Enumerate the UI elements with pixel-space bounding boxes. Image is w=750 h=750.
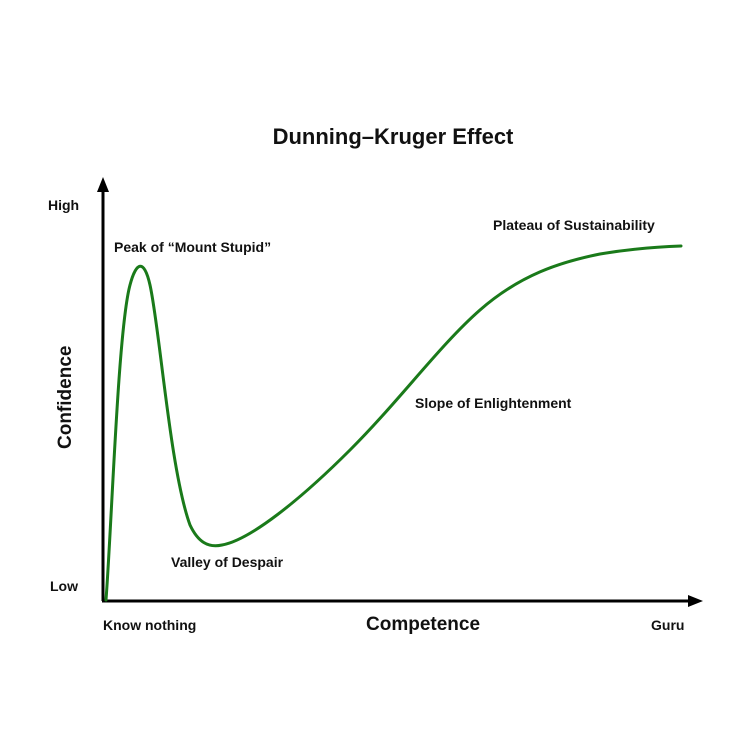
y-tick-high: High — [48, 197, 80, 213]
y-tick-low: Low — [50, 578, 78, 594]
x-tick-know-nothing: Know nothing — [103, 617, 197, 633]
x-axis-arrow-icon — [688, 595, 703, 607]
annotation-valley: Valley of Despair — [171, 554, 284, 570]
chart-title: Dunning–Kruger Effect — [272, 124, 514, 149]
annotation-plateau: Plateau of Sustainability — [493, 217, 655, 233]
annotation-slope: Slope of Enlightenment — [415, 395, 572, 411]
y-axis-arrow-icon — [97, 177, 109, 192]
dunning-kruger-curve — [104, 244, 683, 602]
annotation-peak: Peak of “Mount Stupid” — [114, 239, 272, 255]
x-axis-title: Competence — [366, 614, 481, 635]
x-tick-guru: Guru — [651, 617, 685, 633]
y-axis-title: Confidence — [55, 345, 76, 449]
